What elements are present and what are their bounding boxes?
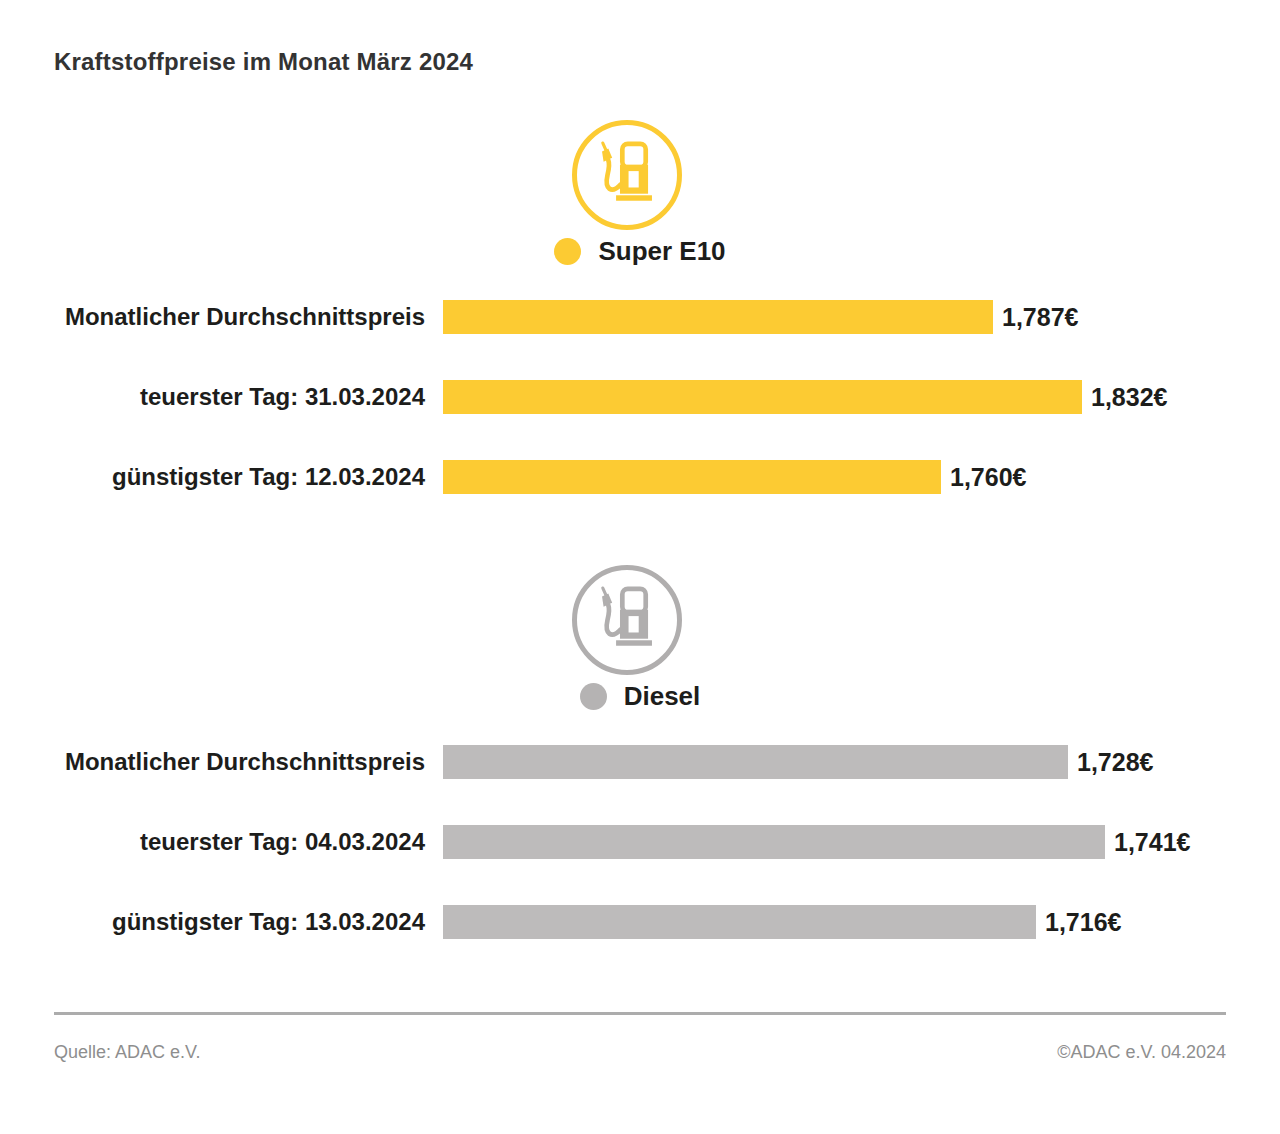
bar-value: 1,741€ — [1114, 828, 1190, 857]
bar-value: 1,760€ — [950, 463, 1026, 492]
fuel-pump-icon — [572, 120, 682, 230]
bar-super-most-expensive — [443, 380, 1082, 414]
legend-super-e10: Super E10 — [0, 236, 1280, 267]
legend-dot-super — [554, 238, 581, 265]
bar-super-average — [443, 300, 993, 334]
bar-row-super-most-expensive: teuerster Tag: 31.03.2024 1,832€ — [54, 380, 1167, 414]
bar-value: 1,728€ — [1077, 748, 1153, 777]
bar-value: 1,787€ — [1002, 303, 1078, 332]
bar-super-cheapest — [443, 460, 941, 494]
row-label: Monatlicher Durchschnittspreis — [54, 748, 425, 776]
footer-copyright: ©ADAC e.V. 04.2024 — [1057, 1042, 1226, 1063]
fuel-pump-icon — [572, 565, 682, 675]
bar-value: 1,716€ — [1045, 908, 1121, 937]
row-label: Monatlicher Durchschnittspreis — [54, 303, 425, 331]
legend-dot-diesel — [580, 683, 607, 710]
page-title: Kraftstoffpreise im Monat März 2024 — [54, 48, 473, 76]
row-label: teuerster Tag: 04.03.2024 — [54, 828, 425, 856]
bar-row-diesel-average: Monatlicher Durchschnittspreis 1,728€ — [54, 745, 1153, 779]
row-label: günstigster Tag: 13.03.2024 — [54, 908, 425, 936]
bar-diesel-most-expensive — [443, 825, 1105, 859]
fuel-price-infographic: Kraftstoffpreise im Monat März 2024 Supe… — [0, 0, 1280, 1134]
bar-diesel-cheapest — [443, 905, 1036, 939]
row-label: günstigster Tag: 12.03.2024 — [54, 463, 425, 491]
bar-row-super-cheapest: günstigster Tag: 12.03.2024 1,760€ — [54, 460, 1026, 494]
bar-row-diesel-cheapest: günstigster Tag: 13.03.2024 1,716€ — [54, 905, 1121, 939]
bar-row-diesel-most-expensive: teuerster Tag: 04.03.2024 1,741€ — [54, 825, 1190, 859]
footer-divider — [54, 1012, 1226, 1015]
footer-source: Quelle: ADAC e.V. — [54, 1042, 200, 1063]
bar-value: 1,832€ — [1091, 383, 1167, 412]
bar-row-super-average: Monatlicher Durchschnittspreis 1,787€ — [54, 300, 1078, 334]
legend-label-diesel: Diesel — [624, 681, 701, 712]
bar-diesel-average — [443, 745, 1068, 779]
legend-label-super: Super E10 — [598, 236, 725, 267]
legend-diesel: Diesel — [0, 681, 1280, 712]
row-label: teuerster Tag: 31.03.2024 — [54, 383, 425, 411]
